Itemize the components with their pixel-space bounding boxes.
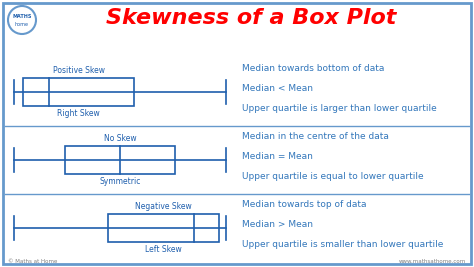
Text: No Skew: No Skew [104,134,137,143]
Text: Median > Mean: Median > Mean [242,220,313,229]
Circle shape [8,6,36,34]
Text: Upper quartile is larger than lower quartile: Upper quartile is larger than lower quar… [242,104,437,113]
Text: Negative Skew: Negative Skew [135,202,192,211]
Text: © Maths at Home: © Maths at Home [8,259,57,264]
Text: Median in the centre of the data: Median in the centre of the data [242,132,389,141]
Text: Left Skew: Left Skew [146,245,182,254]
Text: www.mathsathome.com: www.mathsathome.com [399,259,466,264]
Bar [65,146,175,174]
Text: Skewness of a Box Plot: Skewness of a Box Plot [106,8,396,28]
Text: Median towards bottom of data: Median towards bottom of data [242,64,384,73]
Text: Symmetric: Symmetric [100,177,141,186]
Text: Median = Mean: Median = Mean [242,152,313,161]
Text: home: home [15,22,29,26]
Text: Median < Mean: Median < Mean [242,84,313,93]
Text: Positive Skew: Positive Skew [53,66,105,75]
Text: Median towards top of data: Median towards top of data [242,200,366,209]
Bar [109,214,219,242]
Text: Right Skew: Right Skew [57,109,100,118]
Text: Upper quartile is smaller than lower quartile: Upper quartile is smaller than lower qua… [242,240,443,249]
Text: Upper quartile is equal to lower quartile: Upper quartile is equal to lower quartil… [242,172,424,181]
Bar [23,78,134,106]
Text: MATHS: MATHS [12,14,32,19]
